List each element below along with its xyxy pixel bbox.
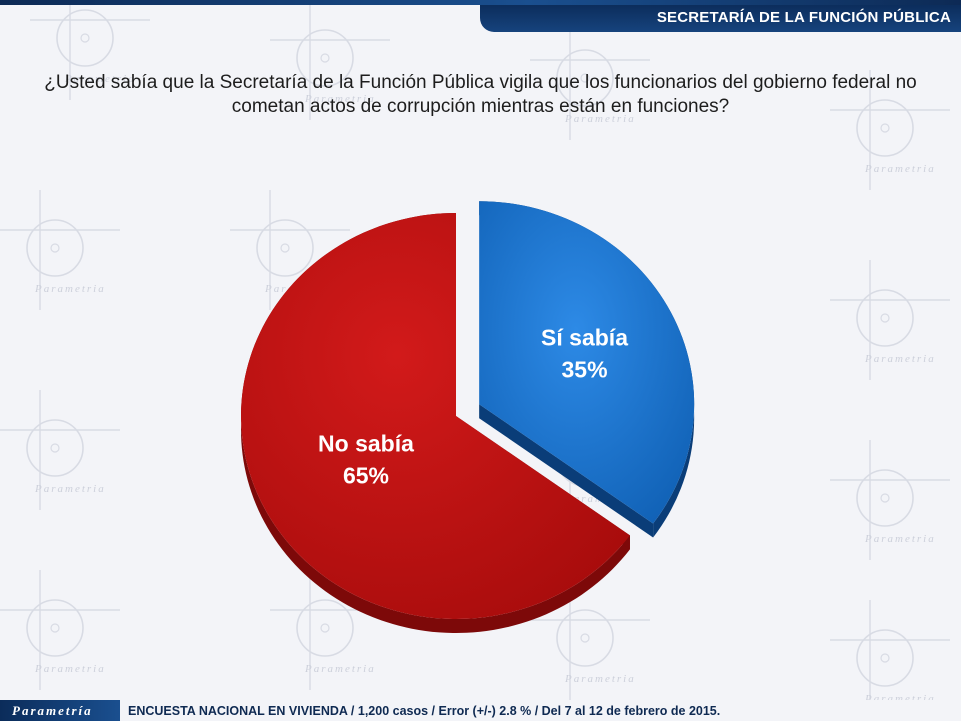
watermark-tile: Parametria	[30, 0, 150, 100]
watermark-tile: Parametria	[830, 70, 950, 190]
watermark-text: Parametria	[864, 353, 936, 365]
watermark-tile: Parametria	[0, 190, 120, 310]
watermark-text: Parametria	[34, 283, 106, 295]
watermark-tile: Parametria	[270, 0, 390, 120]
watermark-text: Parametria	[34, 483, 106, 495]
watermark-text: Parametria	[304, 663, 376, 675]
watermark-text: Parametria	[304, 93, 376, 105]
slice-label: Sí sabía	[541, 325, 628, 351]
footer-logo: Parametría	[0, 700, 120, 721]
pie-slice-edge	[479, 404, 654, 538]
watermark-text: Parametria	[864, 163, 936, 175]
header-title: SECRETARÍA DE LA FUNCIÓN PÚBLICA	[656, 9, 951, 26]
watermark-tile: Parametria	[530, 20, 650, 140]
footer-logo-text: Parametría	[12, 703, 93, 718]
watermark-text: Parametria	[34, 663, 106, 675]
footer-bar	[0, 700, 961, 721]
pie-slice-side	[479, 201, 695, 538]
watermark-text: Parametria	[564, 113, 636, 125]
header-bar: SECRETARÍA DE LA FUNCIÓN PÚBLICA	[480, 5, 961, 32]
watermark-tile: Parametria	[0, 390, 120, 510]
watermark-text: Parametria	[564, 673, 636, 685]
watermark-tile: Parametria	[0, 570, 120, 690]
top-strip	[0, 0, 961, 5]
watermark-tile: Parametria	[530, 580, 650, 700]
pie-slice-si-sabia	[479, 201, 695, 524]
slice-value-label: 35%	[562, 357, 608, 383]
watermark-text: Parametria	[864, 533, 936, 545]
watermark-tile: Parametria	[830, 440, 950, 560]
footer-source: ENCUESTA NACIONAL EN VIVIENDA / 1,200 ca…	[128, 704, 721, 718]
slice-value-label: 65%	[343, 462, 389, 488]
survey-question: ¿Usted sabía que la Secretaría de la Fun…	[44, 72, 917, 117]
slice-label: No sabía	[318, 430, 414, 456]
pie-slice-no-sabia	[240, 213, 630, 620]
watermark-text: Parametria	[64, 73, 136, 85]
watermark-tile: Parametria	[830, 260, 950, 380]
